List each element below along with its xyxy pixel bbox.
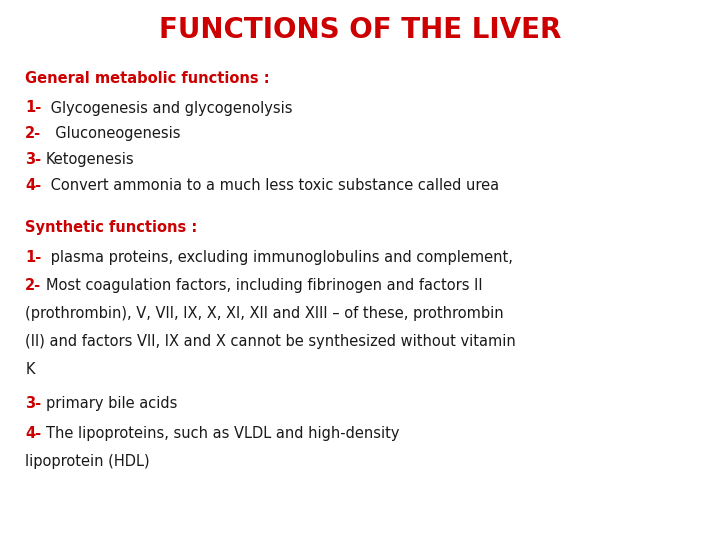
Text: FUNCTIONS OF THE LIVER: FUNCTIONS OF THE LIVER bbox=[159, 16, 561, 44]
Text: General metabolic functions :: General metabolic functions : bbox=[25, 71, 275, 86]
Text: 1-: 1- bbox=[25, 249, 42, 265]
Text: 2-: 2- bbox=[25, 126, 41, 141]
Text: (prothrombin), V, VII, IX, X, XI, XII and XIII – of these, prothrombin: (prothrombin), V, VII, IX, X, XI, XII an… bbox=[25, 306, 504, 321]
Text: primary bile acids: primary bile acids bbox=[46, 396, 177, 411]
Text: (II) and factors VII, IX and X cannot be synthesized without vitamin: (II) and factors VII, IX and X cannot be… bbox=[25, 334, 516, 349]
Text: Convert ammonia to a much less toxic substance called urea: Convert ammonia to a much less toxic sub… bbox=[46, 178, 499, 193]
Text: Most coagulation factors, including fibrinogen and factors II: Most coagulation factors, including fibr… bbox=[46, 278, 482, 293]
Text: K: K bbox=[25, 362, 35, 377]
Text: plasma proteins, excluding immunoglobulins and complement,: plasma proteins, excluding immunoglobuli… bbox=[46, 249, 513, 265]
Text: 1-: 1- bbox=[25, 100, 42, 116]
Text: lipoprotein (HDL): lipoprotein (HDL) bbox=[25, 454, 150, 469]
Text: The lipoproteins, such as VLDL and high-density: The lipoproteins, such as VLDL and high-… bbox=[46, 426, 400, 441]
Text: 3-: 3- bbox=[25, 152, 41, 167]
Text: Gluconeogenesis: Gluconeogenesis bbox=[46, 126, 181, 141]
Text: 4-: 4- bbox=[25, 178, 41, 193]
Text: Ketogenesis: Ketogenesis bbox=[46, 152, 135, 167]
Text: 3-: 3- bbox=[25, 396, 41, 411]
Text: 2-: 2- bbox=[25, 278, 41, 293]
Text: Glycogenesis and glycogenolysis: Glycogenesis and glycogenolysis bbox=[46, 100, 292, 116]
Text: Synthetic functions :: Synthetic functions : bbox=[25, 220, 202, 235]
Text: 4-: 4- bbox=[25, 426, 41, 441]
